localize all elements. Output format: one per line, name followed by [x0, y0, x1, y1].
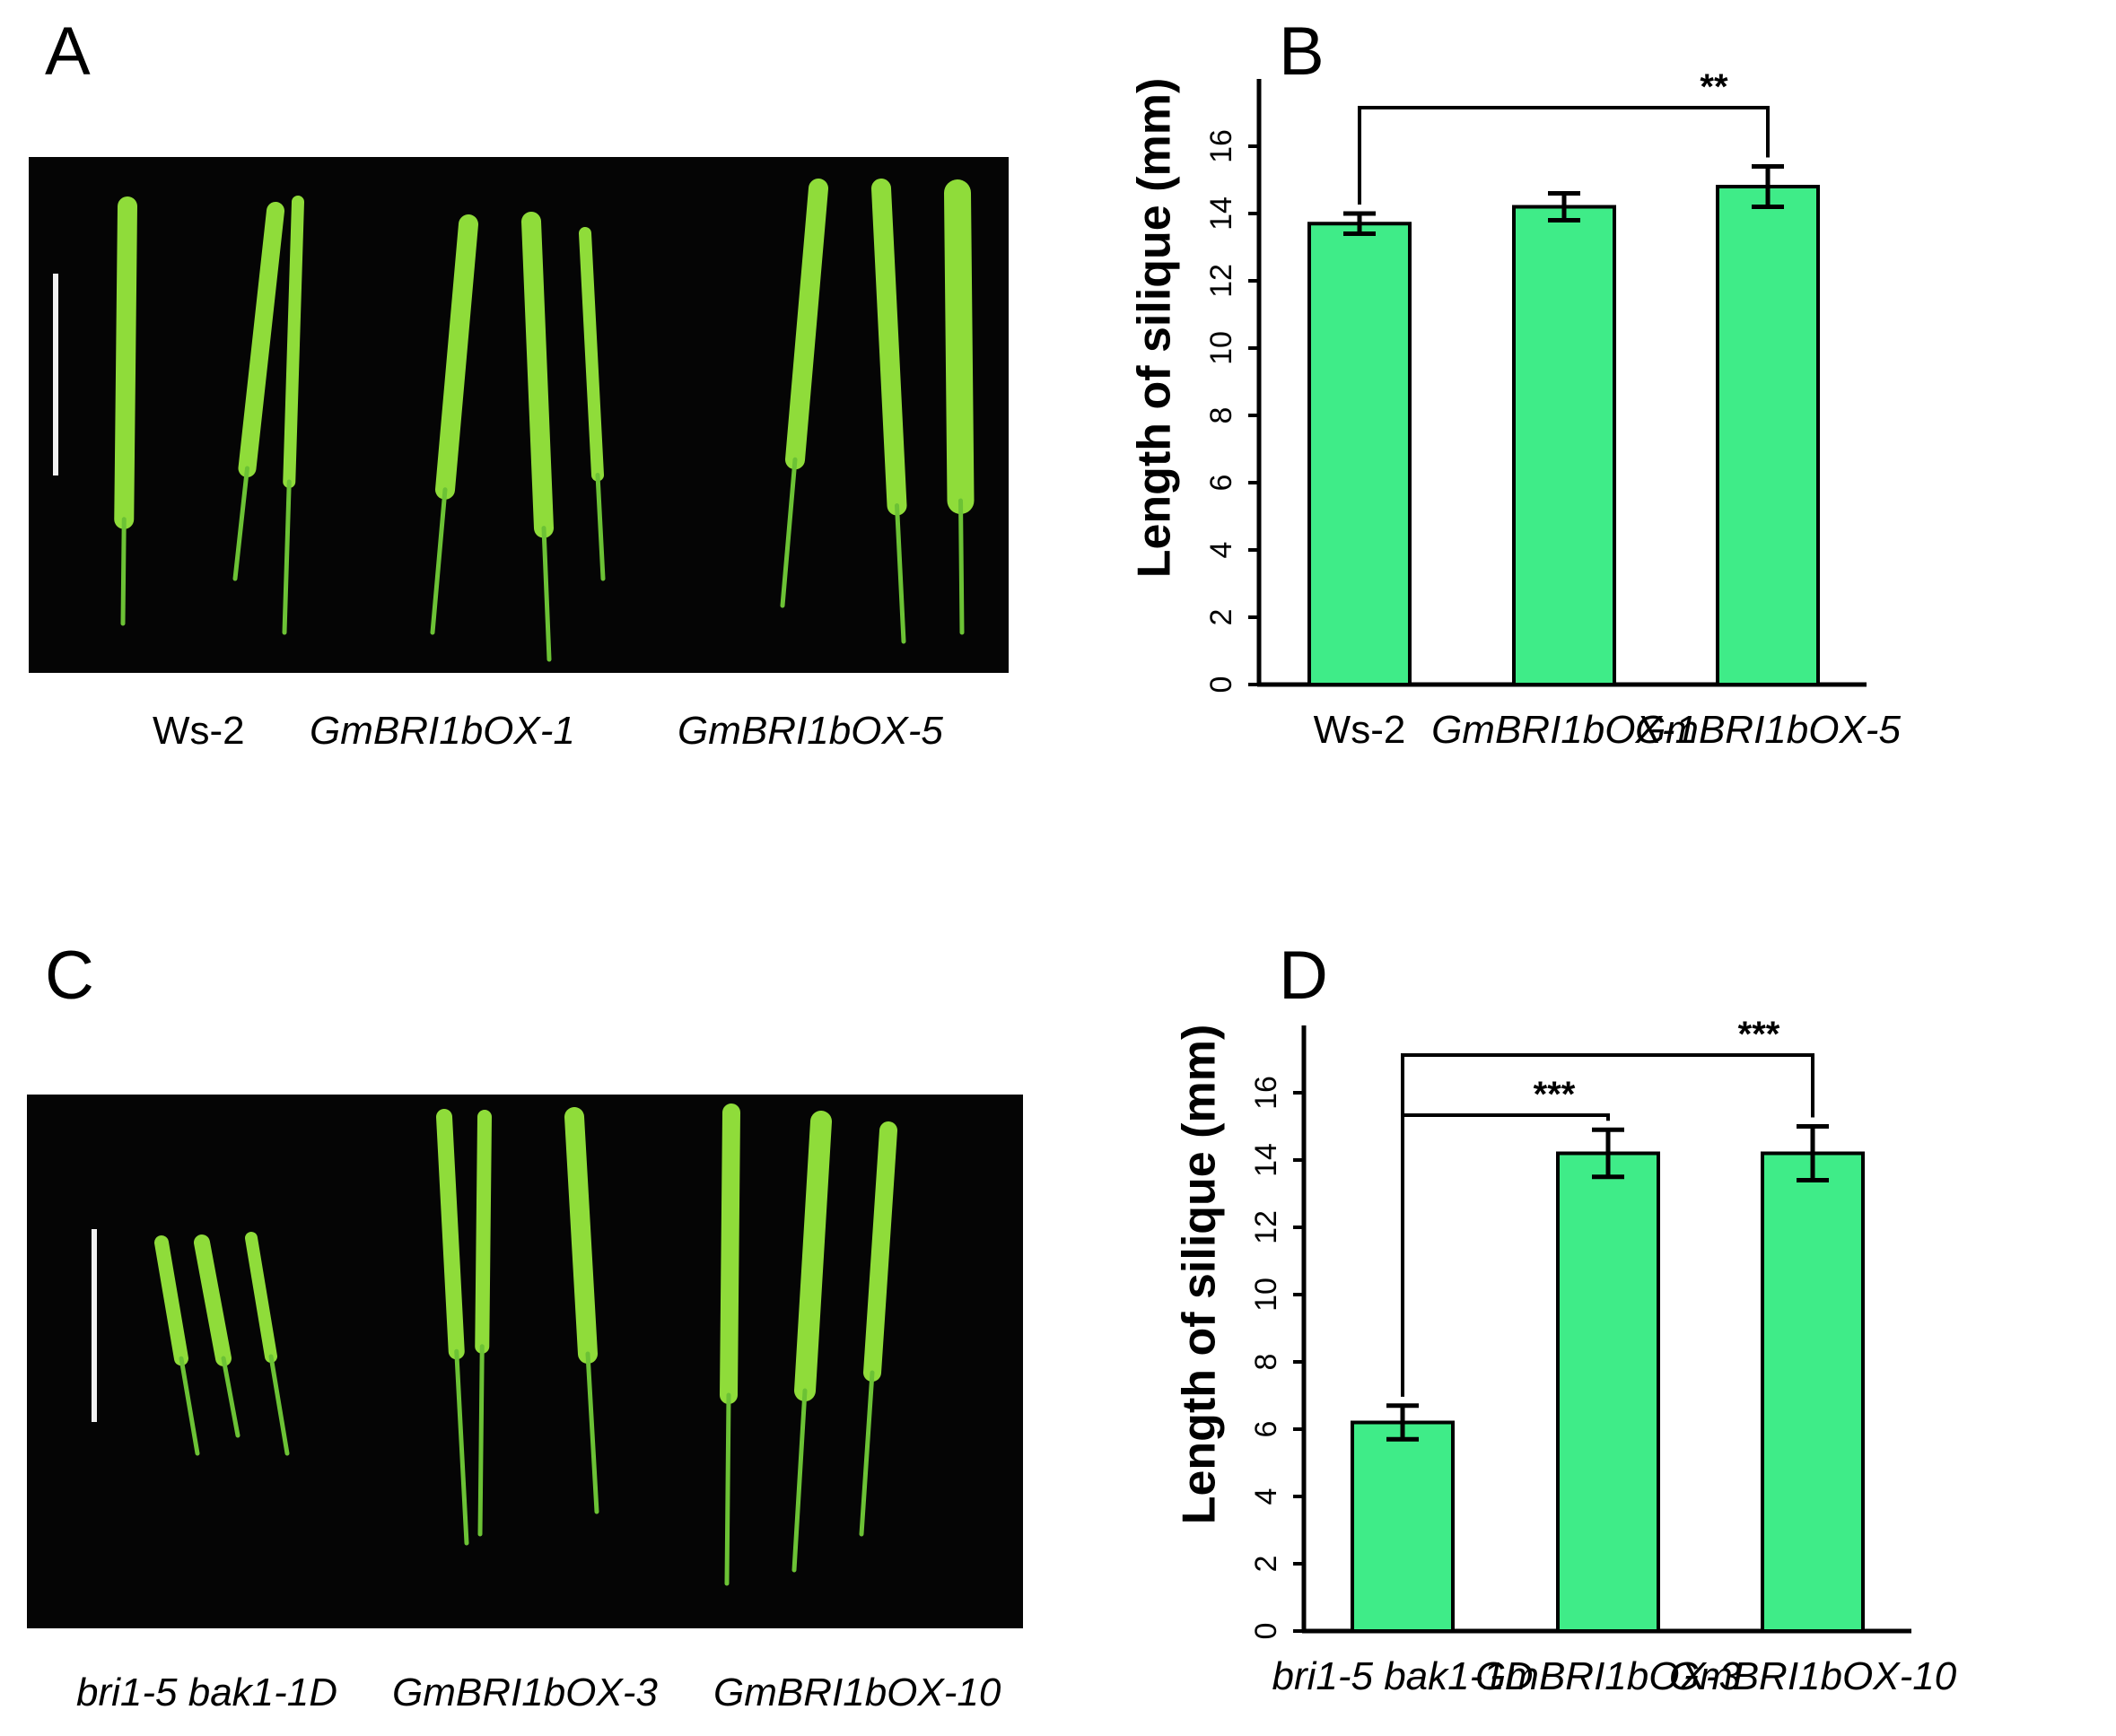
- silique-stalk: [179, 1356, 200, 1456]
- y-tick-label: 10: [1204, 331, 1238, 365]
- y-tick-label: 6: [1204, 475, 1238, 492]
- category-label: GmBRI1bOX-3: [1475, 1654, 1741, 1698]
- y-tick-label: 10: [1249, 1278, 1283, 1312]
- silique-stalk: [724, 1392, 731, 1586]
- silique-stalk: [430, 487, 448, 635]
- category-label: GmBRI1bOX-5: [1635, 708, 1901, 752]
- silique-photo-a: [29, 157, 1009, 673]
- silique-pod: [435, 214, 478, 500]
- panel-letter-c: C: [45, 938, 94, 1014]
- panel-letter-d: D: [1279, 938, 1328, 1014]
- significance-bracket: [1358, 106, 1770, 205]
- y-tick-label: 12: [1204, 264, 1238, 298]
- y-tick-label: 2: [1249, 1556, 1283, 1573]
- significance-label: **: [1700, 67, 1728, 107]
- silique-pod: [871, 179, 907, 516]
- photo-label-ws2: Ws-2: [153, 709, 245, 753]
- bar: [1716, 185, 1820, 686]
- silique-pod: [436, 1109, 465, 1360]
- silique-pod: [521, 212, 554, 538]
- silique-stalk: [454, 1348, 469, 1546]
- bar: [1351, 1420, 1455, 1633]
- category-label: GmBRI1bOX-10: [1669, 1654, 1957, 1698]
- silique-pod: [794, 1111, 832, 1401]
- silique-stalk: [221, 1356, 240, 1438]
- silique-pod: [114, 196, 137, 529]
- silique-stalk: [791, 1388, 808, 1573]
- chart-panel-b: 0 2 4 6 8 10 12 14 16 Length of silique (mm) Ws-2 G…: [1129, 67, 1902, 752]
- y-tick-label: 4: [1249, 1488, 1283, 1505]
- scale-bar: [53, 274, 58, 475]
- chart-panel-d: 0 2 4 6 8 10 12 14 16 Length of silique (mm) bri1-…: [1174, 1015, 1957, 1698]
- silique-pod: [944, 179, 975, 514]
- photo-label-ox10: GmBRI1bOX-10: [713, 1671, 1001, 1714]
- silique-stalk: [585, 1351, 599, 1514]
- significance-label: ***: [1738, 1015, 1780, 1054]
- category-label: bri1-5 bak1-1D: [1272, 1654, 1533, 1698]
- y-tick-label: 6: [1249, 1421, 1283, 1438]
- y-tick-label: 8: [1204, 407, 1238, 424]
- significance-label: ***: [1534, 1075, 1576, 1114]
- y-tick-label: 0: [1249, 1623, 1283, 1640]
- significance-bracket: [1401, 1053, 1814, 1397]
- silique-stalk: [282, 479, 292, 635]
- siliques-a: [114, 179, 975, 662]
- silique-pod: [283, 196, 304, 488]
- y-tick-label: 2: [1204, 609, 1238, 626]
- silique-pod: [154, 1235, 188, 1366]
- scale-bar: [92, 1229, 97, 1422]
- y-tick-label: 16: [1249, 1076, 1283, 1110]
- y-tick-label: 4: [1204, 542, 1238, 559]
- silique-stalk: [477, 1344, 485, 1537]
- silique-stalk: [780, 457, 798, 608]
- y-tick-label: 14: [1249, 1143, 1283, 1177]
- silique-pod: [194, 1234, 232, 1366]
- y-axis-label: Length of silique (mm): [1174, 1025, 1226, 1525]
- y-tick-label: 0: [1204, 676, 1238, 694]
- siliques-c: [154, 1104, 897, 1586]
- bar: [1556, 1151, 1660, 1633]
- silique-stalk: [120, 517, 127, 626]
- silique-pod: [475, 1110, 492, 1354]
- silique-pod: [579, 227, 604, 482]
- silique-photo-c: [27, 1095, 1023, 1628]
- bar: [1761, 1151, 1865, 1633]
- y-axis-label: Length of silique (mm): [1129, 78, 1181, 579]
- silique-pod: [564, 1107, 598, 1364]
- panel-letter-b: B: [1279, 13, 1325, 90]
- silique-pod: [238, 202, 284, 477]
- silique-stalk: [859, 1370, 875, 1537]
- silique-pod: [245, 1232, 277, 1363]
- y-tick-label: 16: [1204, 129, 1238, 163]
- category-label: Ws-2: [1314, 708, 1406, 752]
- silique-pod: [863, 1121, 897, 1382]
- silique-stalk: [958, 498, 965, 635]
- photo-label-ox5: GmBRI1bOX-5: [678, 709, 943, 753]
- panel-letter-a: A: [45, 13, 91, 90]
- y-tick-label: 8: [1249, 1354, 1283, 1371]
- silique-pod: [785, 179, 828, 470]
- category-label: GmBRI1bOX-1: [1431, 708, 1697, 752]
- y-tick-label: 14: [1204, 196, 1238, 231]
- silique-stalk: [541, 526, 552, 662]
- silique-stalk: [595, 473, 606, 581]
- photo-label-ox3: GmBRI1bOX-3: [392, 1671, 658, 1714]
- silique-pod: [720, 1104, 740, 1404]
- y-tick-label: 12: [1249, 1210, 1283, 1244]
- photo-label-ox1: GmBRI1bOX-1: [310, 709, 575, 753]
- bar: [1307, 222, 1412, 686]
- silique-stalk: [895, 503, 906, 644]
- silique-stalk: [232, 466, 249, 581]
- silique-stalk: [268, 1354, 290, 1456]
- photo-label-bri1: bri1-5 bak1-1D: [76, 1671, 338, 1714]
- bar: [1512, 205, 1616, 686]
